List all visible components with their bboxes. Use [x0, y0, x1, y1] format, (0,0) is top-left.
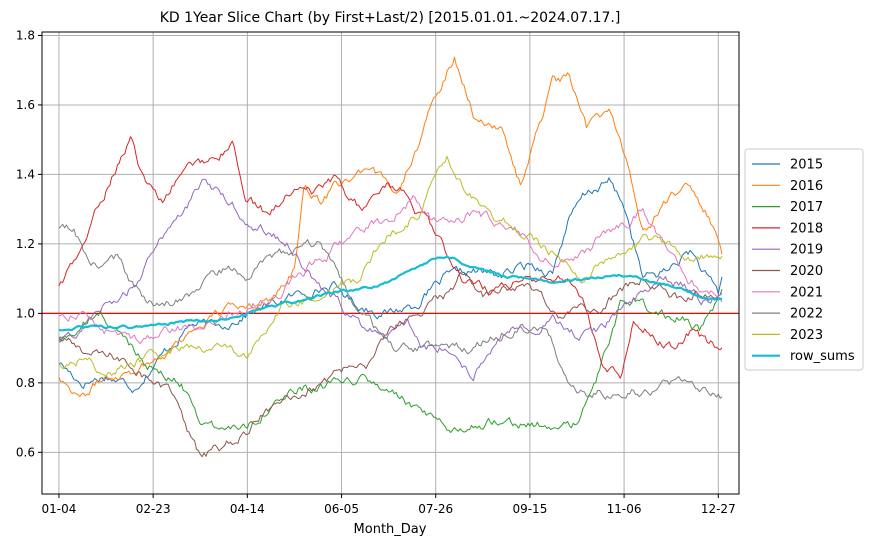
legend-label: 2017: [790, 200, 823, 215]
legend-label: 2021: [790, 285, 823, 300]
y-tick-label: 1.8: [16, 28, 35, 42]
series-line-2017: [58, 289, 723, 433]
x-tick-label: 02-23: [136, 502, 171, 516]
series-line-2020: [58, 272, 723, 458]
series-line-2023: [58, 155, 723, 377]
y-tick-label: 0.6: [16, 445, 35, 459]
x-tick-label: 11-06: [607, 502, 642, 516]
legend-label: 2020: [790, 264, 823, 279]
x-tick-label: 12-27: [701, 502, 736, 516]
series-line-2018: [58, 136, 723, 379]
legend: 2015 2016 2017 2018 2019 2020 2021 2022 2023 row_…: [744, 148, 864, 371]
series-line-2021: [58, 195, 723, 345]
series-layer: [58, 56, 723, 458]
legend-box: [744, 148, 864, 371]
series-line-2019: [58, 178, 723, 382]
legend-label: 2015: [790, 158, 823, 173]
series-line-2022: [58, 223, 723, 400]
legend-label: 2023: [790, 328, 823, 343]
legend-label: 2022: [790, 307, 823, 322]
legend-label: row_sums: [790, 349, 855, 364]
legend-label: 2016: [790, 179, 823, 194]
series-line-2016: [58, 56, 723, 398]
series-line-2015: [58, 177, 723, 394]
x-axis-label: Month_Day: [354, 522, 427, 537]
legend-label: 2018: [790, 221, 823, 236]
axis-ticks: 01-04 02-23 04-14 06-05 07-26 09-15 11-06 12-27…: [16, 28, 736, 516]
x-tick-label: 04-14: [230, 502, 265, 516]
x-tick-label: 07-26: [418, 502, 453, 516]
x-tick-label: 01-04: [42, 502, 77, 516]
series-line-row_sums: [58, 255, 723, 332]
y-tick-label: 1.0: [16, 306, 35, 320]
x-tick-label: 06-05: [324, 502, 359, 516]
y-tick-label: 1.4: [16, 167, 35, 181]
legend-label: 2019: [790, 243, 823, 258]
chart-title: KD 1Year Slice Chart (by First+Last/2) […: [160, 10, 621, 26]
x-tick-label: 09-15: [512, 502, 547, 516]
plot-frame: [41, 31, 740, 495]
y-tick-label: 0.8: [16, 376, 35, 390]
legend-items: 2015 2016 2017 2018 2019 2020 2021 2022 2023 row_…: [752, 158, 855, 364]
y-tick-label: 1.2: [16, 237, 35, 251]
grid-lines: [42, 32, 739, 494]
y-tick-label: 1.6: [16, 98, 35, 112]
